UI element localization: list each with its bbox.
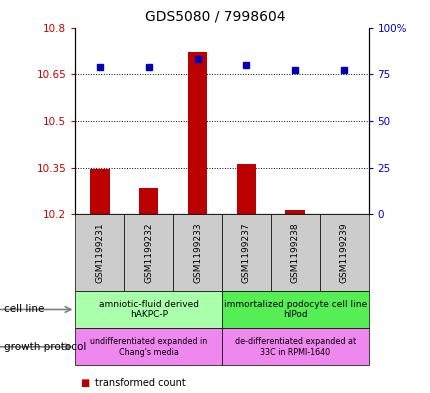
Text: GSM1199232: GSM1199232 bbox=[144, 222, 153, 283]
Text: growth protocol: growth protocol bbox=[4, 342, 86, 352]
Bar bbox=[90, 169, 109, 214]
Text: immortalized podocyte cell line
hIPod: immortalized podocyte cell line hIPod bbox=[223, 300, 366, 319]
Bar bbox=[75, 291, 221, 328]
Text: GSM1199237: GSM1199237 bbox=[241, 222, 250, 283]
Text: cell line: cell line bbox=[4, 305, 45, 314]
Bar bbox=[187, 52, 207, 214]
Text: GSM1199233: GSM1199233 bbox=[193, 222, 202, 283]
Bar bbox=[173, 214, 221, 291]
Bar bbox=[221, 214, 270, 291]
Bar bbox=[285, 209, 304, 214]
Text: ■: ■ bbox=[80, 378, 89, 388]
Text: de-differentiated expanded at
33C in RPMI-1640: de-differentiated expanded at 33C in RPM… bbox=[234, 337, 355, 356]
Text: undifferentiated expanded in
Chang's media: undifferentiated expanded in Chang's med… bbox=[90, 337, 207, 356]
Bar bbox=[319, 214, 368, 291]
Text: amniotic-fluid derived
hAKPC-P: amniotic-fluid derived hAKPC-P bbox=[98, 300, 198, 319]
Text: GSM1199238: GSM1199238 bbox=[290, 222, 299, 283]
Bar bbox=[221, 291, 368, 328]
Bar bbox=[236, 164, 255, 214]
Bar bbox=[75, 328, 221, 365]
Bar bbox=[270, 214, 319, 291]
Text: GDS5080 / 7998604: GDS5080 / 7998604 bbox=[145, 10, 285, 24]
Text: GSM1199239: GSM1199239 bbox=[339, 222, 348, 283]
Bar bbox=[334, 213, 353, 214]
Text: GSM1199231: GSM1199231 bbox=[95, 222, 104, 283]
Bar bbox=[124, 214, 173, 291]
Text: transformed count: transformed count bbox=[95, 378, 185, 388]
Bar bbox=[221, 328, 368, 365]
Bar bbox=[138, 188, 158, 214]
Bar bbox=[75, 214, 124, 291]
